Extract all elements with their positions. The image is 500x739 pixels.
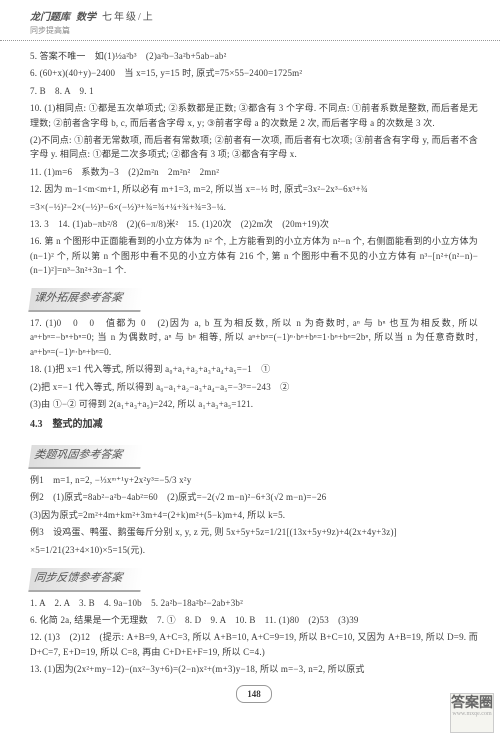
answer-line: 5. 答案不唯一 如(1)½a²b³ (2)a²b−3a²b+5ab−ab²: [30, 49, 478, 63]
header-title-row: 龙门题库 数学 七年级/上: [30, 8, 480, 23]
watermark-badge: 答案圈 www.mxqe.com: [450, 693, 494, 733]
answer-line: (2)不同点: ①前者无常数项, 而后者有常数项; ②前者有一次项, 而后者有七…: [30, 133, 478, 162]
answer-line: 12. 因为 m−1<m<m+1, 所以必有 m+1=3, m=2, 所以当 x…: [30, 182, 478, 196]
answer-line: 11. (1)m=6 系数为−3 (2)2m²n 2m²n² 2mn²: [30, 165, 478, 179]
example-line: 例3 设鸡蛋、鸭蛋、鹅蛋每斤分别 x, y, z 元, 则 5x+5y+5z=1…: [30, 525, 478, 539]
page-number-value: 148: [236, 685, 272, 703]
example-line: (3)因为原式=2m²+4m+km²+3m+4=(2+k)m²+(5−k)m+4…: [30, 508, 478, 522]
answer-line: 6. (60+x)(40+y)−2400 当 x=15, y=15 时, 原式=…: [30, 66, 478, 80]
answer-line: 13. 3 14. (1)ab−πb²/8 (2)(6−π/8)米² 15. (…: [30, 217, 478, 231]
page-header: 龙门题库 数学 七年级/上 同步提高篇: [0, 0, 500, 41]
answer-line: (2)把 x=−1 代入等式, 所以得到 a₀−a₁+a₂−a₃+a₄−a₅=−…: [30, 380, 478, 394]
answer-line: =3×(−½)²−2×(−½)³−6×(−½)³+¾=¾+¼+¾+¾=3−¼.: [30, 200, 478, 214]
answer-line: 1. A 2. A 3. B 4. 9a−10b 5. 2a²b−18a²b²−…: [30, 596, 478, 610]
grade-label: 七年级/上: [102, 8, 155, 23]
answer-line: (3)由 ①−② 可得到 2(a₁+a₃+a₅)=242, 所以 a₁+a₃+a…: [30, 397, 478, 411]
section-title-4-3: 4.3 整式的加减: [30, 417, 478, 433]
example-line: 例2 (1)原式=8ab²−a²b−4ab²=60 (2)原式=−2(√2 m−…: [30, 490, 478, 504]
watermark-title: 答案圈: [451, 697, 493, 711]
answer-line: 10. (1)相同点: ①都是五次单项式; ②系数都是正数; ③都含有 3 个字…: [30, 101, 478, 130]
page-content: 5. 答案不唯一 如(1)½a²b³ (2)a²b−3a²b+5ab−ab² 6…: [0, 41, 500, 709]
section-banner-extension: 课外拓展参考答案: [28, 288, 143, 312]
header-subtitle: 同步提高篇: [30, 25, 480, 36]
answer-line: 13. (1)因为(2x²+my−12)−(nx²−3y+6)=(2−n)x²+…: [30, 662, 478, 676]
page-number: 148: [30, 685, 478, 703]
example-line: ×5=1/21(23+4×10)×5=15(元).: [30, 543, 478, 557]
answer-line: 7. B 8. A 9. 1: [30, 84, 478, 98]
section-banner-consolidate: 类题巩固参考答案: [28, 445, 143, 469]
answer-line: 18. (1)把 x=1 代入等式, 所以得到 a₀+a₁+a₂+a₃+a₄+a…: [30, 362, 478, 376]
watermark-url: www.mxqe.com: [451, 711, 493, 718]
series-logo: 龙门题库: [30, 8, 70, 23]
subject-label: 数学: [76, 8, 96, 23]
answer-line: 16. 第 n 个图形中正面能看到的小立方体为 n² 个, 上方能看到的小立方体…: [30, 234, 478, 277]
answer-line: 12. (1)3 (2)12 (提示: A+B=9, A+C=3, 所以 A+B…: [30, 630, 478, 659]
answer-line: 6. 化简 2a, 结果是一个无理数 7. ① 8. D 9. A 10. B …: [30, 613, 478, 627]
answer-line: 17. (1)0 0 0 值都为 0 (2)因为 a, b 互为相反数, 所以 …: [30, 316, 478, 359]
example-line: 例1 m=1, n=2, −⅓xᵐ⁺¹y+2x²y³=−5/3 x²y: [30, 473, 478, 487]
section-banner-sync: 同步反馈参考答案: [28, 568, 143, 592]
